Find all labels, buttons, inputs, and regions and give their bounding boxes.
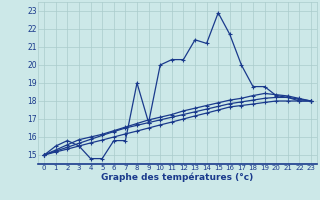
X-axis label: Graphe des températures (°c): Graphe des températures (°c) bbox=[101, 173, 254, 182]
